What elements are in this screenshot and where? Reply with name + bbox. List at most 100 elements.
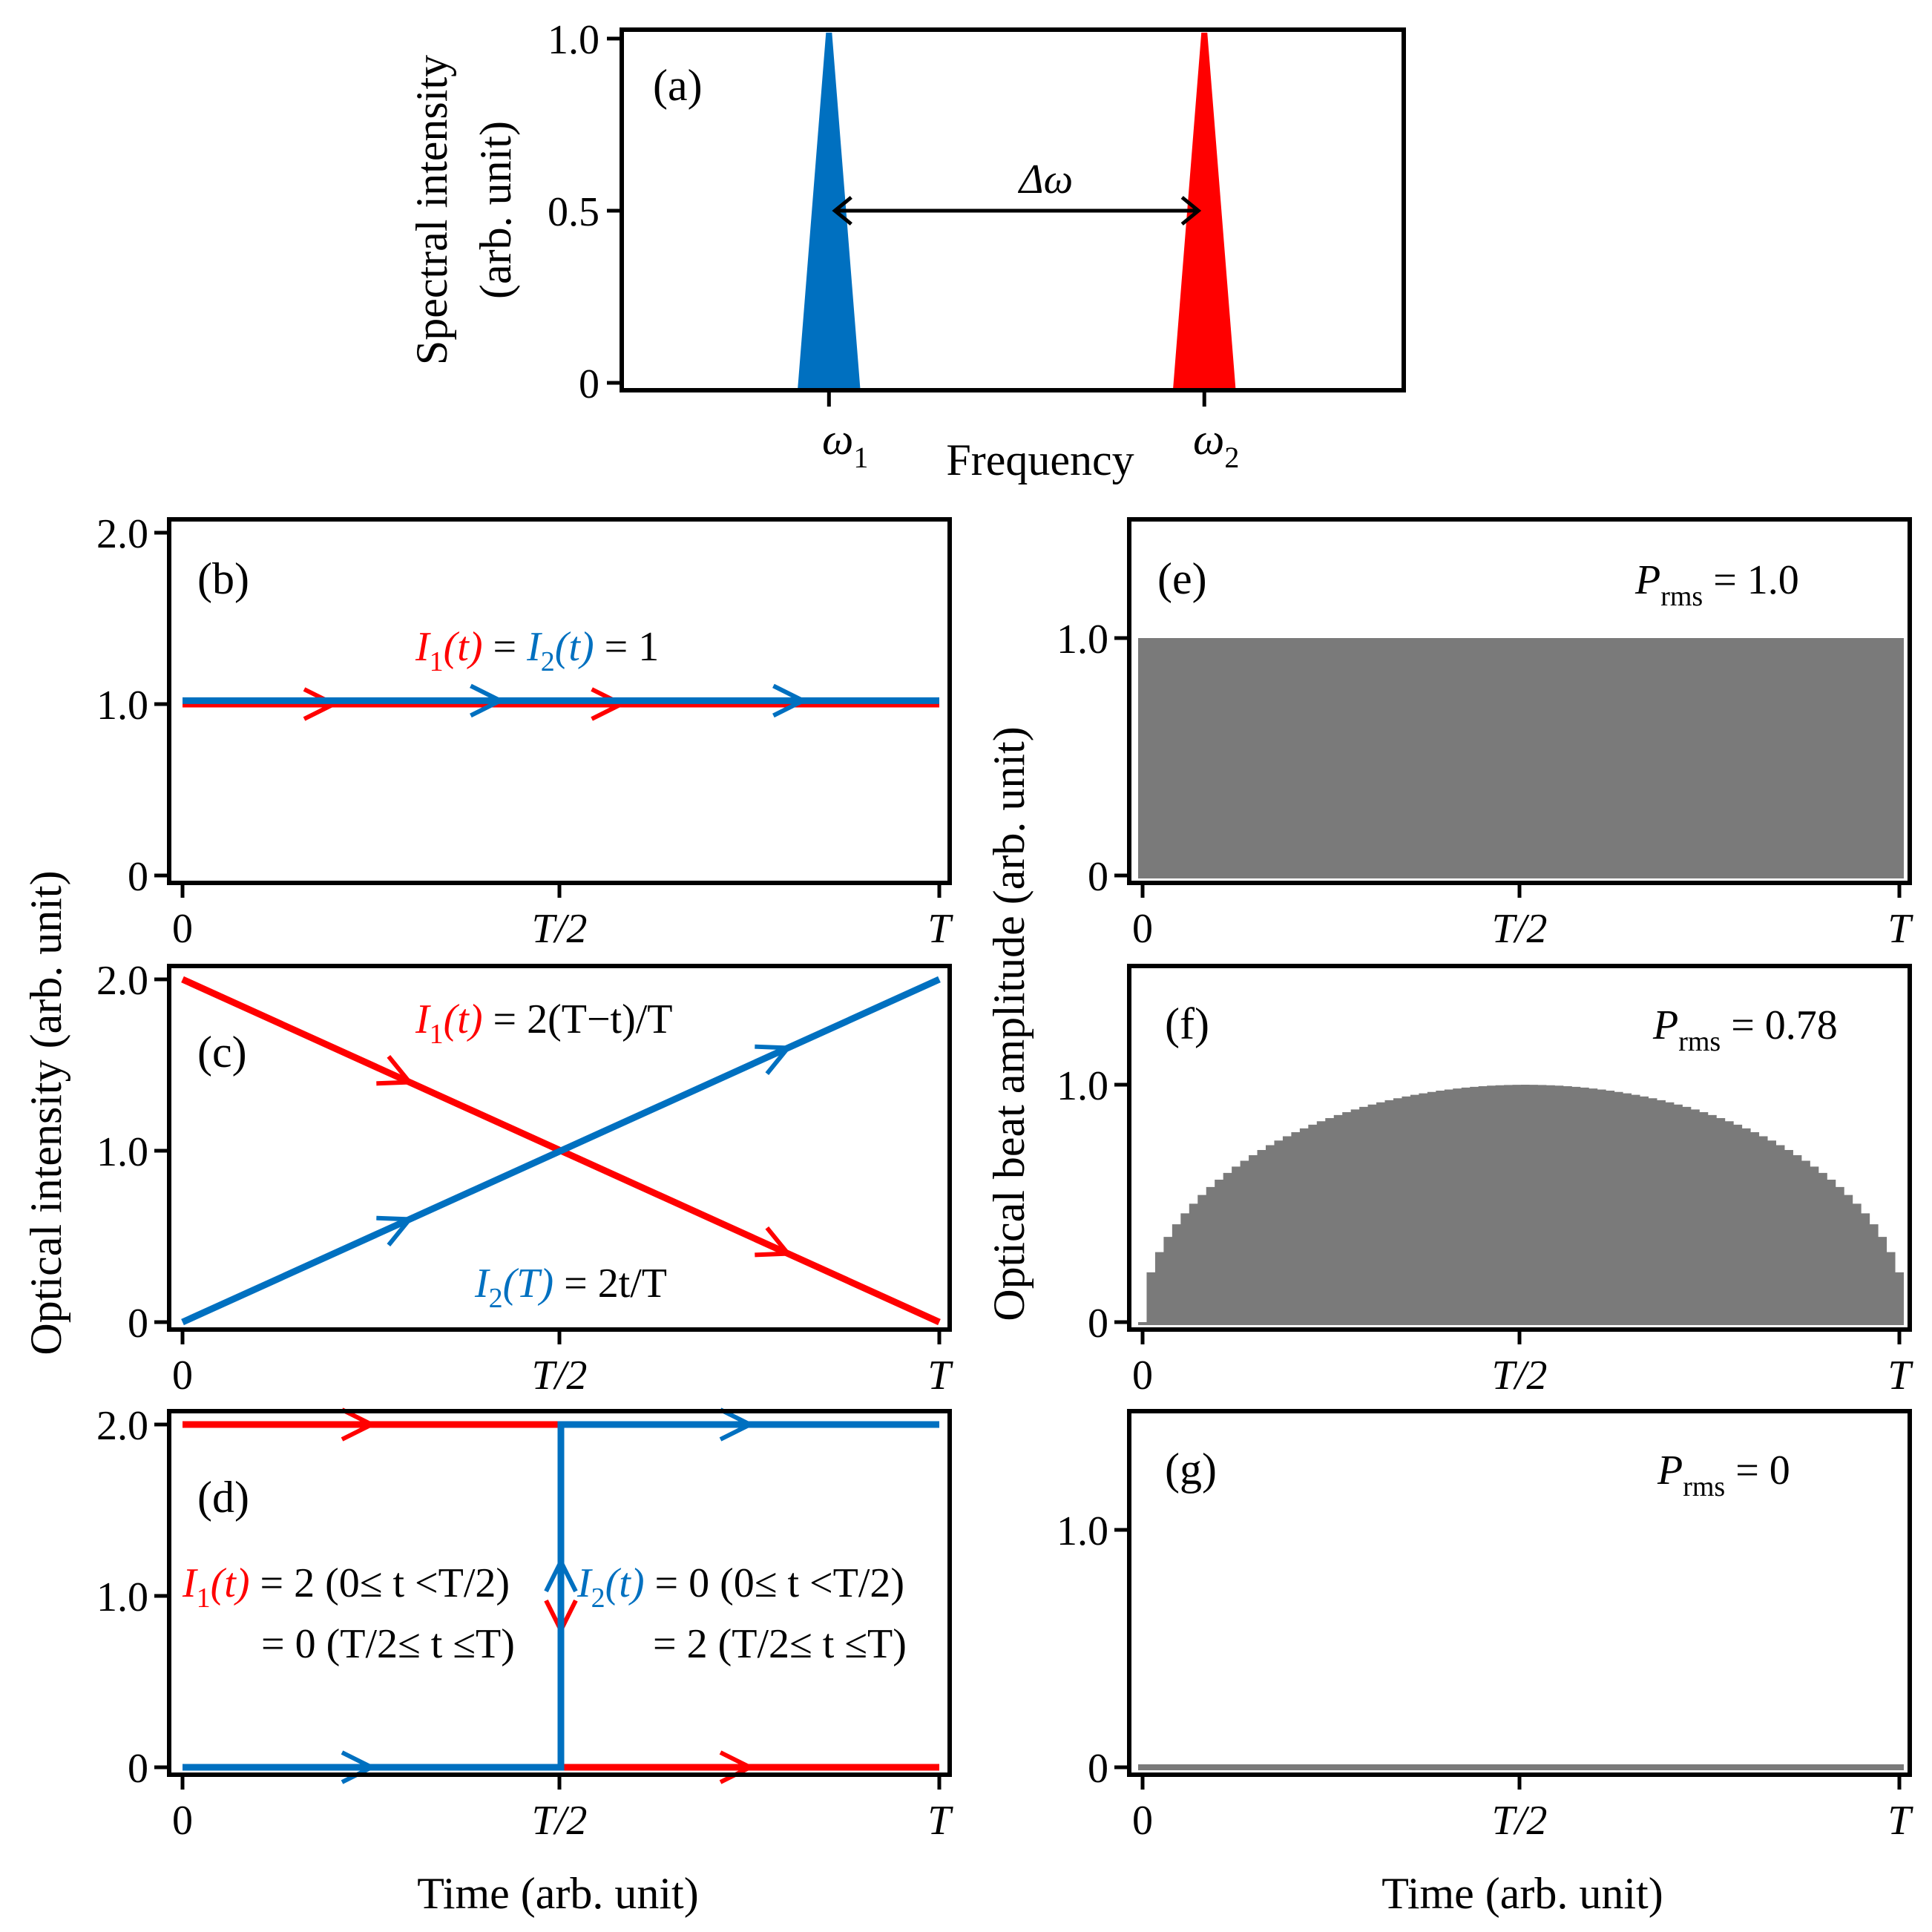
panel-g-xlabel: Time (arb. unit) — [1381, 1869, 1663, 1918]
panel-a-ytick-label: 0 — [579, 361, 599, 407]
beat-amplitude-area — [1138, 1085, 1904, 1325]
left-ylabel: Optical intensity (arb. unit) — [22, 870, 70, 1355]
series-I2-arrowhead — [544, 1557, 578, 1593]
g-axes-xtick-label: T — [1887, 1798, 1913, 1844]
omega2-peak — [1173, 33, 1236, 389]
panel-g-data — [1138, 1764, 1904, 1773]
panel-c: 2.0 1.0 00 T/2 T (c) I1(t) = 2(T−t)/T I2(T) … — [96, 958, 953, 1399]
g-axes-ytick-label: 1.0 — [1057, 1508, 1108, 1554]
right-ylabel: Optical beat amplitude (arb. unit) — [985, 726, 1034, 1321]
e-axes-ytick-label: 0 — [1088, 854, 1108, 900]
beat-amplitude-area — [1138, 638, 1904, 878]
panel-d-data — [183, 1407, 939, 1784]
panel-g: 1.0 00 T/2 T (g) Prms = 0 Time (arb. unit) — [1057, 1409, 1913, 1918]
beat-amplitude-area — [1138, 1764, 1904, 1772]
panel-f-axes: 1.0 00 T/2 T — [1057, 1063, 1913, 1399]
panel-a-ytick-label: 1.0 — [548, 17, 599, 63]
series-I1-arrowhead — [303, 687, 339, 721]
c-axes-ytick-label: 2.0 — [96, 958, 148, 1004]
panel-c-equation-bottom: I2(T) = 2t/T — [474, 1261, 667, 1314]
panel-c-data — [181, 976, 941, 1326]
f-axes-xtick-label: T — [1887, 1353, 1913, 1399]
b-axes-ytick-label: 1.0 — [96, 683, 148, 729]
series-I1-arrowhead — [591, 687, 627, 721]
panel-d-label: (d) — [197, 1473, 249, 1522]
panel-a: 1.0 0.5 0 (a) Spectral intensity (arb. u… — [407, 17, 1406, 484]
panel-b-data — [183, 683, 939, 721]
omega1-peak — [798, 33, 861, 389]
delta-omega-label: Δω — [1018, 157, 1073, 203]
panel-b-equation: I1(t) = I2(t) = 1 — [415, 624, 659, 677]
series-I2-arrowhead — [341, 1750, 377, 1784]
panel-f-data — [1138, 1085, 1904, 1328]
f-axes-xtick-label: T/2 — [1492, 1353, 1548, 1399]
b-axes-xtick-label: T — [927, 906, 953, 952]
series-I1-arrowhead — [376, 1054, 415, 1086]
f-axes-ytick-label: 1.0 — [1057, 1063, 1108, 1109]
c-axes-ytick-label: 1.0 — [96, 1129, 148, 1175]
panel-a-ylabel-line1: Spectral intensity — [407, 55, 456, 365]
series-I2-arrowhead — [470, 683, 506, 718]
e-axes-xtick-label: T — [1887, 906, 1913, 952]
series-I2-arrowhead — [376, 1215, 415, 1247]
panel-b: 2.0 1.0 00 T/2 T (b) I1(t) = I2(t) = 1 — [96, 511, 953, 952]
e-axes-xtick-label: 0 — [1132, 906, 1153, 952]
series-I1-arrowhead — [755, 1226, 793, 1258]
panel-a-xlabel: Frequency — [946, 436, 1134, 484]
panel-g-axes: 1.0 00 T/2 T — [1057, 1508, 1913, 1844]
g-axes-xtick-label: 0 — [1132, 1798, 1153, 1844]
panel-d-axes: 2.0 1.0 00 T/2 T — [96, 1403, 953, 1844]
series-I2-arrowhead — [772, 683, 809, 718]
series-I2-line — [181, 976, 941, 1326]
panel-e-prms: Prms = 1.0 — [1634, 557, 1799, 612]
panel-d: 2.0 1.0 00 T/2 T (d) I1(t) = 2 (0≤ t <T/2) =… — [96, 1403, 953, 1918]
panel-f-label: (f) — [1165, 999, 1209, 1048]
series-I1-arrowhead — [341, 1407, 377, 1442]
d-axes-xtick-label: T — [927, 1798, 953, 1844]
b-axes-xtick-label: 0 — [172, 906, 193, 952]
panel-d-eq-left-line2: = 0 (T/2≤ t ≤T) — [261, 1621, 515, 1667]
omega2-label: ω2 — [1193, 415, 1239, 474]
panel-a-ylabel-line2: (arb. unit) — [471, 121, 520, 299]
e-axes-ytick-label: 1.0 — [1057, 617, 1108, 663]
panel-e-data — [1138, 638, 1904, 881]
b-axes-xtick-label: T/2 — [532, 906, 588, 952]
panel-d-xlabel: Time (arb. unit) — [417, 1869, 698, 1918]
series-I1-arrowhead — [719, 1750, 755, 1784]
series-I2-arrowhead — [719, 1407, 755, 1442]
panel-g-label: (g) — [1165, 1445, 1217, 1494]
delta-omega-arrowhead-right — [1180, 196, 1202, 226]
panel-a-data — [798, 33, 1236, 407]
c-axes-xtick-label: 0 — [172, 1353, 193, 1399]
d-axes-xtick-label: 0 — [172, 1798, 193, 1844]
panel-f: 1.0 00 T/2 T (f) Prms = 0.78 — [1057, 964, 1913, 1399]
panel-c-label: (c) — [197, 1028, 247, 1077]
d-axes-ytick-label: 1.0 — [96, 1574, 148, 1620]
c-axes-xtick-label: T/2 — [532, 1353, 588, 1399]
f-axes-ytick-label: 0 — [1088, 1301, 1108, 1347]
panel-a-ytick-label: 0.5 — [548, 189, 599, 235]
panel-d-eq-right-line2: = 2 (T/2≤ t ≤T) — [653, 1621, 907, 1667]
panel-e: 1.0 00 T/2 T (e) Prms = 1.0 — [1057, 517, 1913, 952]
e-axes-xtick-label: T/2 — [1492, 906, 1548, 952]
c-axes-ytick-label: 0 — [128, 1301, 148, 1347]
d-axes-ytick-label: 0 — [128, 1746, 148, 1792]
d-axes-ytick-label: 2.0 — [96, 1403, 148, 1449]
series-I2-arrowhead — [755, 1044, 793, 1076]
panel-f-prms: Prms = 0.78 — [1652, 1002, 1838, 1057]
panel-e-label: (e) — [1157, 554, 1207, 603]
panel-b-axes: 2.0 1.0 00 T/2 T — [96, 511, 953, 952]
panel-c-equation-top: I1(t) = 2(T−t)/T — [415, 996, 673, 1050]
f-axes-xtick-label: 0 — [1132, 1353, 1153, 1399]
d-axes-xtick-label: T/2 — [532, 1798, 588, 1844]
b-axes-ytick-label: 0 — [128, 854, 148, 900]
g-axes-xtick-label: T/2 — [1492, 1798, 1548, 1844]
omega1-label: ω1 — [822, 415, 868, 474]
panel-e-axes: 1.0 00 T/2 T — [1057, 617, 1913, 952]
panel-a-label: (a) — [653, 61, 703, 110]
panel-g-frame — [1127, 1409, 1912, 1777]
panel-g-prms: Prms = 0 — [1657, 1448, 1790, 1502]
b-axes-ytick-label: 2.0 — [96, 511, 148, 557]
panel-d-eq-right-line1: I2(t) = 0 (0≤ t <T/2) — [576, 1560, 904, 1614]
panel-d-eq-left-line1: I1(t) = 2 (0≤ t <T/2) — [182, 1560, 510, 1614]
